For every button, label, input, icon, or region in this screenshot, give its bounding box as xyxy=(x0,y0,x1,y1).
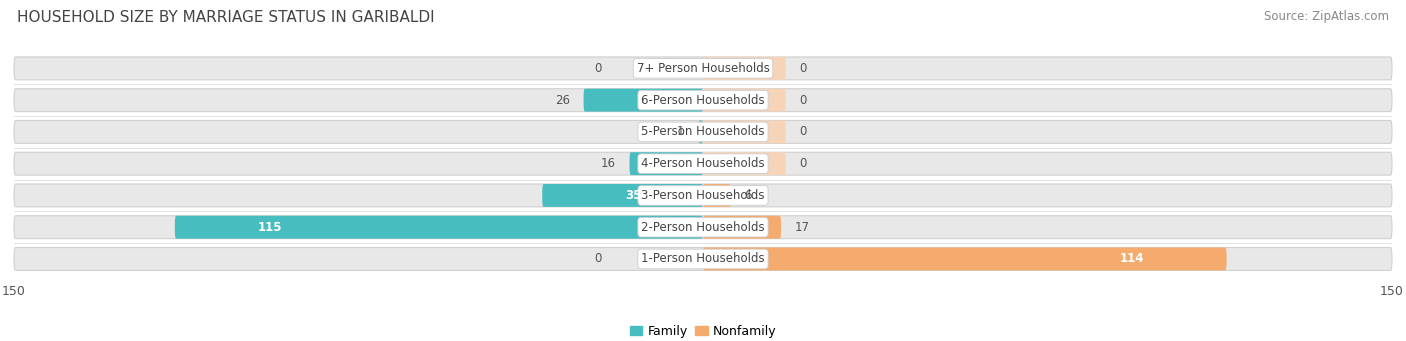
Text: 0: 0 xyxy=(800,125,807,138)
Text: 0: 0 xyxy=(800,94,807,107)
Text: 17: 17 xyxy=(794,221,810,234)
Text: 0: 0 xyxy=(800,157,807,170)
Text: 16: 16 xyxy=(600,157,616,170)
Text: 0: 0 xyxy=(800,62,807,75)
FancyBboxPatch shape xyxy=(543,184,703,207)
Text: 4-Person Households: 4-Person Households xyxy=(641,157,765,170)
Legend: Family, Nonfamily: Family, Nonfamily xyxy=(624,320,782,341)
Text: 35: 35 xyxy=(624,189,641,202)
FancyBboxPatch shape xyxy=(703,89,786,112)
Text: Source: ZipAtlas.com: Source: ZipAtlas.com xyxy=(1264,10,1389,23)
FancyBboxPatch shape xyxy=(703,57,786,80)
Text: 1: 1 xyxy=(678,125,685,138)
Text: 6: 6 xyxy=(744,189,752,202)
FancyBboxPatch shape xyxy=(583,89,703,112)
Text: 0: 0 xyxy=(595,62,602,75)
Text: 3-Person Households: 3-Person Households xyxy=(641,189,765,202)
FancyBboxPatch shape xyxy=(14,184,1392,207)
FancyBboxPatch shape xyxy=(703,152,786,175)
FancyBboxPatch shape xyxy=(703,216,782,239)
FancyBboxPatch shape xyxy=(14,152,1392,175)
Text: 6-Person Households: 6-Person Households xyxy=(641,94,765,107)
Text: 0: 0 xyxy=(595,252,602,266)
Text: 7+ Person Households: 7+ Person Households xyxy=(637,62,769,75)
FancyBboxPatch shape xyxy=(174,216,703,239)
FancyBboxPatch shape xyxy=(14,216,1392,239)
Text: 26: 26 xyxy=(555,94,569,107)
FancyBboxPatch shape xyxy=(14,89,1392,112)
Text: 114: 114 xyxy=(1119,252,1144,266)
FancyBboxPatch shape xyxy=(630,152,703,175)
Text: 2-Person Households: 2-Person Households xyxy=(641,221,765,234)
Text: 115: 115 xyxy=(257,221,283,234)
Text: 1-Person Households: 1-Person Households xyxy=(641,252,765,266)
FancyBboxPatch shape xyxy=(14,57,1392,80)
FancyBboxPatch shape xyxy=(14,248,1392,270)
FancyBboxPatch shape xyxy=(699,120,703,143)
FancyBboxPatch shape xyxy=(703,184,731,207)
Text: 5-Person Households: 5-Person Households xyxy=(641,125,765,138)
FancyBboxPatch shape xyxy=(703,248,1226,270)
FancyBboxPatch shape xyxy=(14,120,1392,143)
FancyBboxPatch shape xyxy=(703,120,786,143)
Text: HOUSEHOLD SIZE BY MARRIAGE STATUS IN GARIBALDI: HOUSEHOLD SIZE BY MARRIAGE STATUS IN GAR… xyxy=(17,10,434,25)
